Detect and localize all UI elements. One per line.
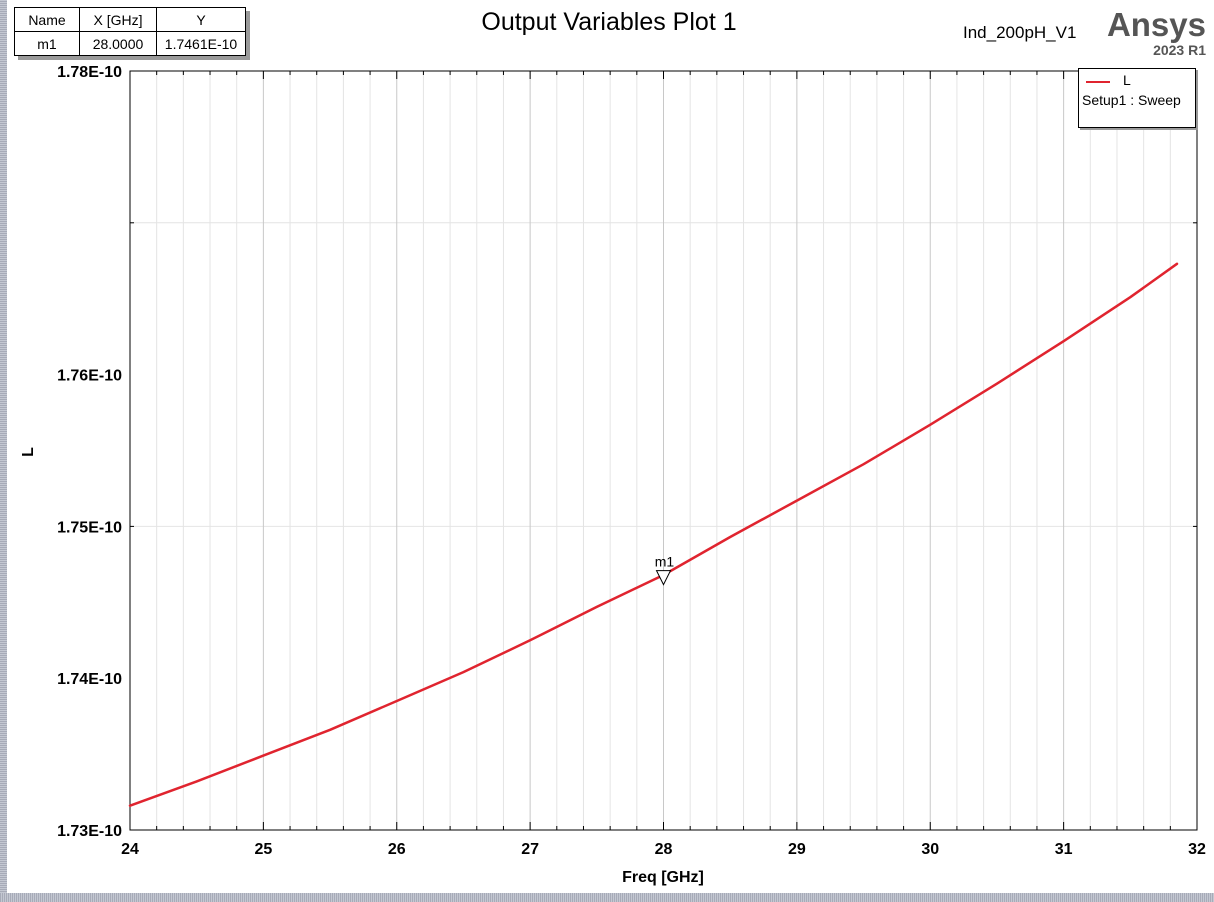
- y-tick-label: 1.78E-10: [57, 64, 122, 81]
- y-tick-label: 1.75E-10: [57, 519, 122, 536]
- brand-version: 2023 R1: [1153, 42, 1206, 58]
- grid: [129, 71, 1198, 831]
- legend-setup-label: Setup1 : Sweep: [1082, 92, 1181, 108]
- y-tick-label: 1.74E-10: [57, 671, 122, 688]
- marker-layer: m1: [655, 554, 675, 586]
- x-tick-label: 27: [521, 841, 539, 858]
- marker-table-cell: m1: [14, 31, 80, 56]
- series-line-L: [128, 262, 1179, 807]
- x-axis-ticks: 24 25 26 27 28 29 30 31 32: [121, 841, 1206, 858]
- x-tick-label: 29: [788, 841, 806, 858]
- x-tick-label: 32: [1188, 841, 1206, 858]
- marker-table[interactable]: Name X [GHz] Y m1 28.0000 1.7461E-10: [14, 7, 246, 56]
- marker-table-header: Name X [GHz] Y: [14, 7, 246, 32]
- plot-title: Output Variables Plot 1: [481, 8, 737, 36]
- legend-line-swatch: [1086, 81, 1110, 83]
- x-axis-label: Freq [GHz]: [622, 869, 704, 886]
- y-axis-ticks: 1.73E-10 1.74E-10 1.75E-10 1.76E-10 1.78E-10: [57, 64, 122, 840]
- x-tick-label: 24: [121, 841, 139, 858]
- x-tick-label: 28: [655, 841, 673, 858]
- window-frame-bottom: [0, 893, 1214, 902]
- marker-triangle-icon: [655, 570, 672, 586]
- series-layer: [128, 262, 1179, 807]
- x-tick-label: 26: [388, 841, 406, 858]
- marker-table-cell: 28.0000: [79, 31, 157, 56]
- x-tick-label: 31: [1055, 841, 1073, 858]
- y-tick-label: 1.73E-10: [57, 823, 122, 840]
- marker-table-cell: 1.7461E-10: [156, 31, 246, 56]
- window-frame-left: [0, 0, 7, 902]
- marker-table-header-cell: X [GHz]: [79, 7, 157, 32]
- y-axis-label: L: [20, 447, 37, 457]
- design-name: Ind_200pH_V1: [963, 23, 1077, 42]
- y-tick-label: 1.76E-10: [57, 368, 122, 385]
- marker-label: m1: [655, 554, 675, 570]
- brand-logo-text: Ansys: [1106, 6, 1206, 43]
- marker-table-row[interactable]: m1 28.0000 1.7461E-10: [14, 31, 246, 56]
- x-tick-label: 25: [254, 841, 272, 858]
- legend[interactable]: L Setup1 : Sweep: [1078, 68, 1196, 128]
- x-tick-label: 30: [921, 841, 939, 858]
- legend-series-label: L: [1123, 72, 1131, 88]
- plot-area-border: [129, 70, 1198, 831]
